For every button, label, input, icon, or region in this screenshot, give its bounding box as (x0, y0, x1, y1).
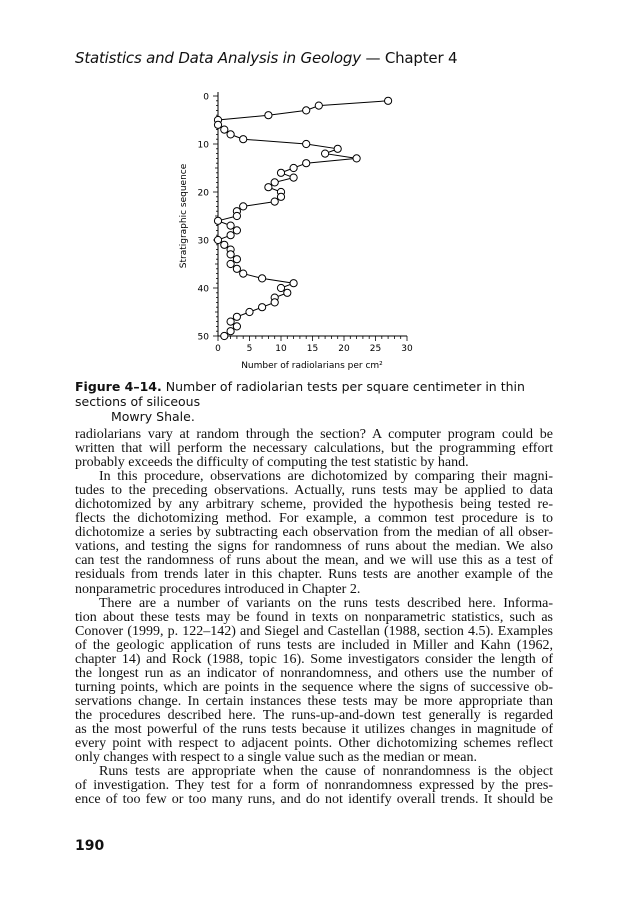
y-axis-title: Stratigraphic sequence (179, 163, 189, 268)
data-point (314, 101, 323, 110)
data-point (352, 154, 361, 163)
text-line: the procedures described here. The runs-… (75, 707, 553, 723)
text-line: Runs tests are appropriate when the caus… (99, 764, 553, 780)
data-point (232, 264, 241, 273)
running-header: Statistics and Data Analysis in Geology … (75, 49, 458, 67)
text-line: of the geologic application of runs test… (75, 637, 553, 653)
x-tick-label: 0 (215, 344, 221, 354)
data-point (289, 163, 298, 173)
page-number: 190 (75, 838, 105, 854)
radiolarian-chart: 0 10 20 30 40 50 0 5 10 15 20 25 30 Number of radiola… (179, 92, 413, 371)
text-line: tudes to the preceding observations. Act… (75, 483, 553, 499)
data-point (220, 125, 229, 134)
data-point (232, 211, 241, 221)
text-line: written that will perform the necessary … (75, 441, 553, 457)
data-point (239, 269, 248, 278)
data-point (264, 183, 273, 192)
text-line: can test the randomness of runs about th… (75, 553, 553, 569)
data-point (302, 159, 311, 168)
data-point (264, 111, 273, 120)
data-point (226, 317, 235, 326)
text-line: flects the dichotomizing method. For exa… (75, 511, 553, 527)
y-tick-label: 30 (198, 237, 210, 247)
text-line: residuals from trends later in this chap… (75, 567, 553, 583)
y-tick-label: 10 (198, 141, 210, 151)
text-line: There are a number of variants on the ru… (99, 595, 553, 611)
x-tick-label: 15 (307, 344, 318, 354)
text-line: ence of too few or too many runs, and do… (75, 792, 553, 808)
text-line: In this procedure, observations are dich… (99, 469, 553, 485)
data-point (276, 283, 286, 293)
x-tick-label: 10 (275, 344, 287, 354)
data-point (333, 144, 342, 153)
text-line: probably exceeds the difficulty of compu… (75, 455, 469, 471)
data-point (239, 202, 248, 211)
text-line: tion about these tests may be found in t… (75, 609, 553, 625)
data-point (232, 312, 241, 321)
data-point (213, 120, 223, 129)
text-line: servations change. In certain instances … (75, 693, 553, 709)
data-point (213, 235, 223, 245)
y-tick-label: 50 (198, 333, 210, 343)
body-text: radiolarians vary at random through the … (75, 427, 553, 808)
data-point (239, 135, 248, 144)
text-line: radiolarians vary at random through the … (75, 427, 553, 442)
data-point (276, 192, 286, 201)
figure-caption: Figure 4–14. Number of radiolarian tests… (75, 379, 555, 424)
data-point (321, 149, 330, 158)
x-tick-label: 20 (338, 344, 350, 354)
data-point (232, 226, 241, 235)
data-point (384, 96, 393, 105)
header-book-title: Statistics and Data Analysis in Geology (75, 49, 361, 67)
data-point (226, 250, 235, 259)
data-point (289, 173, 298, 182)
data-point (283, 288, 292, 297)
x-axis-title: Number of radiolarians per cm² (241, 361, 383, 371)
y-tick-label: 40 (198, 285, 210, 295)
text-line: chapter 14) and Rock (1988, topic 16). S… (75, 651, 553, 667)
data-point (226, 259, 235, 269)
data-point (226, 130, 235, 139)
text-line: Conover (1999, p. 122–142) and Siegel an… (75, 623, 553, 639)
text-line: the longest run as an indicator of nonra… (75, 665, 553, 681)
text-line: dichotomized by any arbitrary scheme, pr… (75, 497, 553, 513)
caption-text-continued: Mowry Shale. (111, 409, 195, 424)
data-point (220, 331, 229, 341)
data-point (226, 231, 235, 240)
caption-text: Number of radiolarian tests per square c… (75, 379, 525, 409)
data-point (276, 168, 286, 177)
x-tick-label: 30 (401, 344, 413, 354)
text-line: nonparametric procedures introduced in C… (75, 581, 361, 597)
text-line: every point with respect to adjacent poi… (75, 736, 553, 752)
data-point (232, 255, 241, 264)
data-point (220, 240, 229, 249)
data-point (270, 178, 279, 187)
data-point (289, 279, 298, 288)
text-line: only changes with respect to a single va… (75, 750, 477, 766)
data-point (245, 307, 254, 317)
data-point (302, 106, 311, 115)
data-point (226, 221, 235, 230)
y-tick-label: 0 (203, 93, 209, 103)
text-line: turning points, which are points in the … (75, 679, 553, 695)
data-point (270, 298, 279, 307)
data-point (226, 327, 235, 336)
data-point (258, 274, 267, 283)
x-tick-label: 25 (370, 344, 381, 354)
data-point (213, 216, 223, 225)
data-point (232, 322, 241, 331)
text-line: as the most powerful of the runs tests b… (75, 721, 553, 737)
y-tick-label: 20 (198, 189, 210, 199)
figure-label: Figure 4–14. (75, 379, 162, 394)
text-line: of investigation. They test for a form o… (75, 778, 553, 794)
data-point (302, 139, 311, 149)
x-tick-label: 5 (247, 344, 253, 354)
text-line: dichotomize a series by subtracting each… (75, 525, 553, 541)
data-point (270, 197, 279, 206)
text-line: vations, and testing the signs for rando… (75, 539, 553, 555)
header-chapter: — Chapter 4 (360, 49, 458, 67)
data-point (258, 303, 267, 312)
